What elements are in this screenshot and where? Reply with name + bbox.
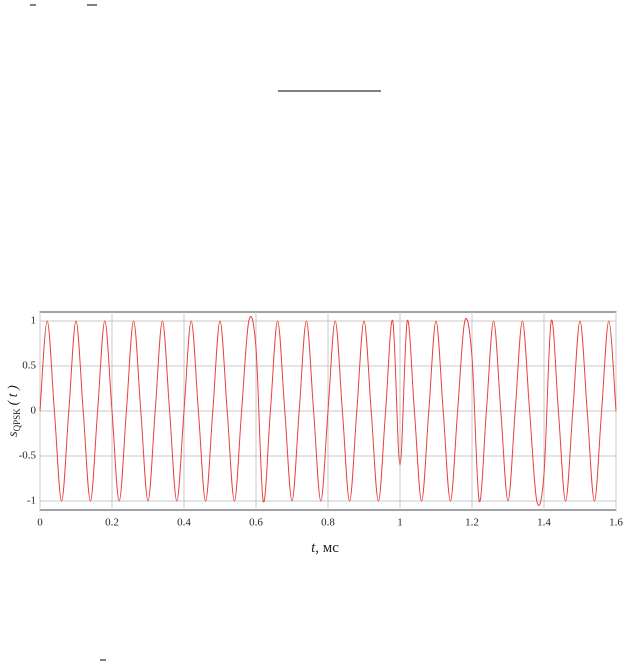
y-subscript: QPSK <box>12 408 22 432</box>
x-tick-label: 1.4 <box>537 517 551 529</box>
y-axis-label: sQPSK ( t ) <box>6 385 22 437</box>
x-axis-label: t, мс <box>311 540 339 556</box>
y-tick-label: -1 <box>27 495 36 507</box>
x-tick-label: 1.2 <box>465 517 479 529</box>
y-tick-label: 0.5 <box>22 360 36 372</box>
x-tick-label: 0.6 <box>249 517 263 529</box>
x-symbol: t <box>311 540 316 556</box>
y-arg: ( t ) <box>6 385 21 406</box>
signal-line <box>39 316 617 506</box>
y-symbol: s <box>6 431 21 437</box>
x-unit: , мс <box>315 540 339 556</box>
y-tick-label: 1 <box>31 315 37 327</box>
x-tick-label: 1 <box>397 517 403 529</box>
x-tick-label: 0.2 <box>105 517 119 529</box>
x-tick-label: 0.4 <box>177 517 191 529</box>
y-tick-label: 0 <box>31 405 37 417</box>
x-tick-label: 1.6 <box>609 517 623 529</box>
x-tick-label: 0.8 <box>321 517 335 529</box>
y-tick-label: -0.5 <box>19 450 37 462</box>
x-tick-label: 0 <box>37 517 43 529</box>
